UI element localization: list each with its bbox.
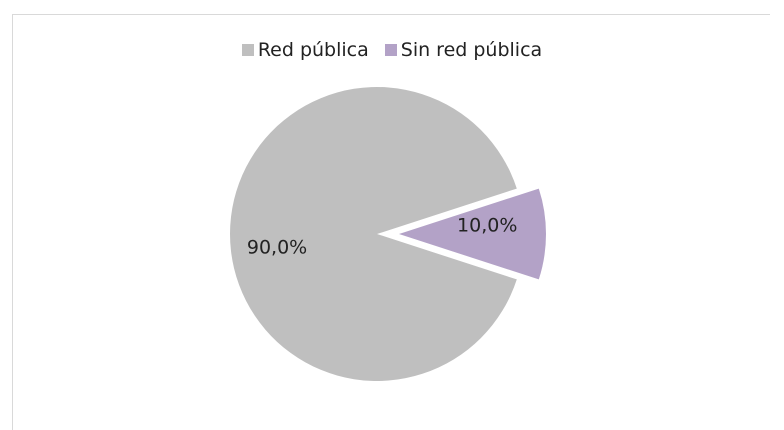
frame-left-border <box>12 14 13 430</box>
frame-top-border <box>12 14 770 15</box>
legend-label-red-publica: Red pública <box>257 39 369 61</box>
legend-swatch-sin-red-publica <box>384 44 397 56</box>
legend-label-sin-red-publica: Sin red pública <box>400 39 543 61</box>
legend-entry-red-publica: Red pública <box>241 39 369 61</box>
pie-slice-sin-red-publica <box>399 188 546 280</box>
data-label-sin-red-publica: 10,0% <box>457 215 517 237</box>
pie-slice-red-publica <box>229 87 517 381</box>
data-label-red-publica: 90,0% <box>247 237 307 259</box>
legend-swatch-red-publica <box>241 44 254 56</box>
chart-legend: Red pública Sin red pública <box>0 36 784 64</box>
legend-entry-sin-red-publica: Sin red pública <box>384 39 543 61</box>
